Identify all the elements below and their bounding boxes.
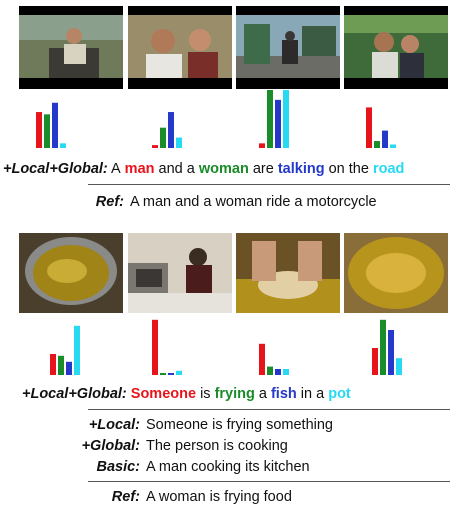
caption-word: are <box>248 161 274 177</box>
video-frame-7 <box>236 233 340 313</box>
keyword-blue: talking <box>273 161 325 177</box>
video-frame-4 <box>344 6 448 89</box>
attention-bar-green <box>267 90 273 148</box>
divider <box>88 409 450 410</box>
attention-bar-green <box>374 141 380 148</box>
keyword-cyan: road <box>368 161 405 177</box>
attention-bar-blue <box>168 112 174 148</box>
attention-bar-red <box>152 319 158 375</box>
attention-bar-red <box>259 343 265 375</box>
caption-word: in a <box>296 386 325 402</box>
attention-bar-red <box>366 107 372 148</box>
caption-word: a <box>254 386 267 402</box>
attention-bar-cyan <box>390 144 396 148</box>
divider <box>88 184 450 185</box>
attention-bar-red <box>36 112 42 148</box>
keyword-green: woman <box>194 161 249 177</box>
caption-word: is <box>196 386 211 402</box>
attention-bar-blue <box>388 330 394 375</box>
result-label: +Local: <box>88 417 140 433</box>
attention-bar-cyan <box>396 358 402 375</box>
result-global: +Global: The person is cooking <box>0 438 464 458</box>
divider <box>88 481 450 482</box>
attention-bar-blue <box>168 373 174 375</box>
attention-bars-1 <box>36 90 396 148</box>
attention-bar-cyan <box>176 370 182 375</box>
attention-bar-green <box>380 319 386 375</box>
video-frame-woman-in-kitchen-icon <box>128 233 232 313</box>
attention-bar-cyan <box>283 90 289 148</box>
attention-bars-2 <box>50 319 402 375</box>
attention-bar-cyan <box>74 325 80 375</box>
video-frame-man-and-woman-outdoors-icon <box>344 6 448 89</box>
attention-bar-red <box>152 145 158 148</box>
video-frame-oil-in-pot-icon <box>19 233 123 313</box>
video-frame-1 <box>19 6 123 89</box>
keyword-cyan: pot <box>324 386 351 402</box>
video-frame-man-on-motorcycle-icon <box>19 6 123 89</box>
video-frame-man-and-woman-icon <box>128 6 232 89</box>
attention-bar-blue <box>66 361 72 375</box>
video-frame-hands-frying-fish-icon <box>236 233 340 313</box>
attention-bar-cyan <box>283 369 289 375</box>
video-frame-8 <box>344 233 448 313</box>
caption-word: A <box>110 161 121 177</box>
ref-text: A woman is frying food <box>146 489 292 505</box>
caption-word: and a <box>154 161 195 177</box>
result-label: Basic: <box>96 459 140 475</box>
caption-label: +Local+Global: <box>22 386 127 402</box>
reference-caption-1: Ref: A man and a woman ride a motorcycle <box>0 194 464 214</box>
result-text: The person is cooking <box>146 438 288 454</box>
generated-caption-1: +Local+Global: A man and a woman are tal… <box>3 161 404 177</box>
attention-bar-blue <box>275 369 281 375</box>
generated-caption-2: +Local+Global: Someone is frying a fish … <box>22 386 351 402</box>
caption-label: +Local+Global: <box>3 161 108 177</box>
result-label: +Global: <box>81 438 140 454</box>
ref-label: Ref: <box>111 489 140 505</box>
result-text: Someone is frying something <box>146 417 333 433</box>
ref-label: Ref: <box>95 194 124 210</box>
ref-text: A man and a woman ride a motorcycle <box>130 194 377 210</box>
result-basic: Basic: A man cooking its kitchen <box>0 459 464 479</box>
video-frame-3 <box>236 6 340 89</box>
attention-bar-green <box>44 114 50 148</box>
caption-words: A man and a woman are talking on the roa… <box>111 161 404 177</box>
caption-words: Someone is frying a fish in a pot <box>131 386 351 402</box>
attention-bar-red <box>50 354 56 375</box>
attention-bar-red <box>372 348 378 375</box>
keyword-green: frying <box>210 386 255 402</box>
attention-bar-cyan <box>60 143 66 148</box>
keyword-blue: fish <box>266 386 297 402</box>
reference-caption-2: Ref: A woman is frying food <box>0 489 464 509</box>
attention-bar-green <box>267 366 273 375</box>
caption-word: on the <box>324 161 369 177</box>
attention-bar-blue <box>52 102 58 148</box>
video-frame-5 <box>19 233 123 313</box>
attention-bar-green <box>160 373 166 375</box>
result-local: +Local: Someone is frying something <box>0 417 464 437</box>
video-frame-2 <box>128 6 232 89</box>
keyword-red: Someone <box>130 386 197 402</box>
video-frame-motorcycle-on-road-icon <box>236 6 340 89</box>
attention-bar-red <box>259 143 265 148</box>
result-text: A man cooking its kitchen <box>146 459 310 475</box>
attention-bar-cyan <box>176 137 182 148</box>
video-frame-6 <box>128 233 232 313</box>
attention-bar-blue <box>275 99 281 148</box>
attention-bar-blue <box>382 130 388 148</box>
keyword-red: man <box>120 161 155 177</box>
attention-bar-green <box>160 127 166 148</box>
attention-bar-green <box>58 355 64 375</box>
video-frame-fried-food-in-pot-icon <box>344 233 448 313</box>
